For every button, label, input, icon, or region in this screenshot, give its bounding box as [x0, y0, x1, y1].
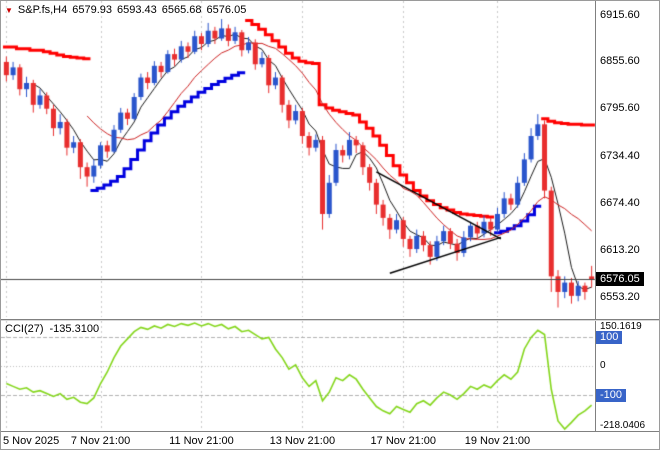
pane-divider[interactable] — [1, 319, 659, 321]
cci-name-label: CCI(27) — [5, 323, 44, 335]
ohlc-low: 6565.68 — [161, 4, 202, 16]
cci-level-tag: 100 — [596, 331, 623, 345]
price-axis-label: 6734.40 — [600, 149, 640, 162]
price-axis-label: 6795.60 — [600, 102, 640, 115]
time-axis-label: 7 Nov 21:00 — [70, 435, 131, 447]
chart-title: ▼ S&P.fs,H4 6579.93 6593.43 6565.68 6576… — [5, 4, 246, 16]
price-axis-label: 6855.60 — [600, 55, 640, 68]
cci-min-label: -218.0406 — [600, 420, 646, 431]
time-axis-label: 5 Nov 2025 — [3, 435, 60, 447]
cci-indicator-pane: CCI(27) -135.3100 150.1619 -218.0406 0 1… — [1, 321, 659, 431]
price-axis[interactable]: 6576.05 6915.60 6855.60 6795.60 6734.40 6674… — [595, 1, 659, 319]
price-axis-label: 6613.20 — [600, 244, 640, 257]
time-axis-label: 19 Nov 21:00 — [464, 435, 531, 447]
main-chart-canvas[interactable] — [1, 1, 659, 319]
cci-title: CCI(27) -135.3100 — [5, 323, 99, 335]
price-axis-label: 6553.20 — [600, 291, 640, 304]
ohlc-high: 6593.43 — [117, 4, 157, 16]
current-price-tag: 6576.05 — [596, 272, 644, 287]
cci-max-label: 150.1619 — [600, 321, 642, 332]
time-axis[interactable]: 5 Nov 2025 7 Nov 21:00 11 Nov 21:00 13 Nov … — [1, 431, 659, 449]
cci-level-tag: -100 — [596, 389, 627, 403]
main-price-pane: ▼ S&P.fs,H4 6579.93 6593.43 6565.68 6576… — [1, 1, 659, 319]
symbol-marker-icon: ▼ — [5, 5, 13, 15]
ohlc-close: 6576.05 — [206, 4, 247, 16]
cci-value-label: -135.3100 — [49, 323, 100, 335]
time-axis-label: 17 Nov 21:00 — [370, 435, 436, 447]
price-axis-label: 6674.40 — [600, 196, 640, 209]
symbol-label: S&P.fs,H4 — [17, 4, 68, 16]
cci-axis[interactable]: 150.1619 -218.0406 0 100 -100 — [595, 321, 659, 431]
price-axis-label: 6915.60 — [600, 8, 640, 21]
ohlc-open: 6579.93 — [72, 4, 113, 16]
cci-chart-canvas[interactable] — [1, 321, 659, 431]
time-axis-label: 13 Nov 21:00 — [269, 435, 336, 447]
cci-zero-label: 0 — [600, 360, 606, 372]
time-axis-label: 11 Nov 21:00 — [169, 435, 234, 447]
